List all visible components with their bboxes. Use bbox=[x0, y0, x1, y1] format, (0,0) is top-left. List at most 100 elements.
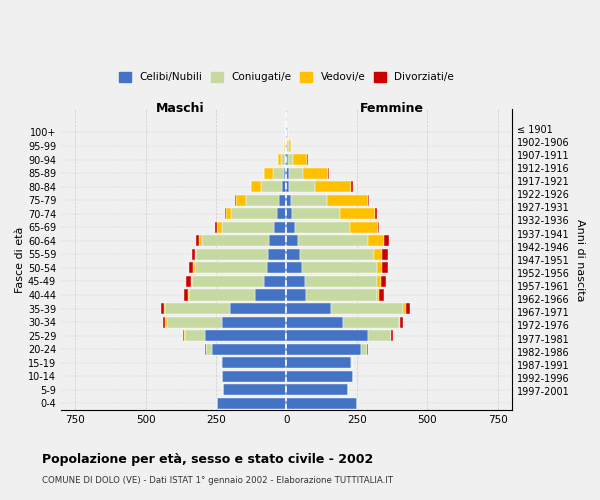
Bar bbox=[368, 236, 383, 246]
Bar bbox=[221, 357, 286, 368]
Bar bbox=[163, 316, 165, 328]
Bar bbox=[286, 168, 289, 178]
Bar bbox=[286, 154, 288, 165]
Bar bbox=[284, 168, 286, 178]
Bar bbox=[286, 236, 298, 246]
Bar bbox=[195, 249, 196, 260]
Bar bbox=[286, 398, 357, 409]
Bar bbox=[327, 194, 368, 206]
Bar bbox=[189, 290, 256, 300]
Bar bbox=[280, 194, 286, 206]
Bar bbox=[287, 140, 289, 151]
Bar bbox=[350, 222, 378, 233]
Bar bbox=[196, 236, 199, 246]
Bar bbox=[245, 194, 280, 206]
Bar bbox=[285, 154, 286, 165]
Legend: Celibi/Nubili, Coniugati/e, Vedovi/e, Divorziati/e: Celibi/Nubili, Coniugati/e, Vedovi/e, Di… bbox=[115, 68, 458, 86]
Bar bbox=[184, 330, 185, 341]
Bar bbox=[314, 181, 351, 192]
Bar bbox=[331, 303, 403, 314]
Bar bbox=[361, 344, 367, 354]
Bar bbox=[378, 222, 379, 233]
Bar bbox=[286, 222, 295, 233]
Bar bbox=[191, 276, 192, 287]
Bar bbox=[399, 316, 400, 328]
Bar bbox=[286, 276, 305, 287]
Bar bbox=[286, 194, 290, 206]
Bar bbox=[377, 262, 382, 274]
Bar bbox=[383, 236, 389, 246]
Bar bbox=[226, 208, 232, 220]
Bar bbox=[281, 154, 285, 165]
Bar bbox=[286, 384, 349, 396]
Bar bbox=[286, 370, 353, 382]
Bar bbox=[368, 194, 370, 206]
Bar bbox=[230, 303, 286, 314]
Bar bbox=[221, 370, 286, 382]
Bar bbox=[164, 303, 165, 314]
Bar bbox=[282, 181, 286, 192]
Bar bbox=[288, 154, 293, 165]
Bar bbox=[306, 290, 377, 300]
Bar bbox=[379, 290, 383, 300]
Bar bbox=[374, 249, 382, 260]
Bar bbox=[184, 290, 188, 300]
Y-axis label: Anni di nascita: Anni di nascita bbox=[575, 218, 585, 301]
Bar bbox=[286, 344, 361, 354]
Bar bbox=[167, 316, 221, 328]
Bar bbox=[295, 222, 350, 233]
Bar bbox=[305, 276, 377, 287]
Bar bbox=[400, 316, 403, 328]
Bar bbox=[406, 303, 410, 314]
Bar bbox=[403, 303, 406, 314]
Bar bbox=[221, 316, 286, 328]
Bar bbox=[285, 140, 286, 151]
Bar bbox=[236, 194, 245, 206]
Bar bbox=[298, 236, 368, 246]
Bar bbox=[375, 208, 377, 220]
Bar bbox=[290, 194, 327, 206]
Bar bbox=[205, 330, 286, 341]
Bar bbox=[286, 208, 292, 220]
Bar bbox=[274, 222, 286, 233]
Bar bbox=[261, 181, 282, 192]
Text: Femmine: Femmine bbox=[360, 102, 424, 115]
Bar bbox=[195, 262, 266, 274]
Bar bbox=[343, 316, 399, 328]
Bar bbox=[351, 181, 353, 192]
Bar bbox=[212, 344, 286, 354]
Bar bbox=[382, 262, 388, 274]
Bar bbox=[215, 222, 217, 233]
Text: Maschi: Maschi bbox=[156, 102, 205, 115]
Bar bbox=[192, 276, 264, 287]
Bar bbox=[289, 168, 302, 178]
Text: Popolazione per età, sesso e stato civile - 2002: Popolazione per età, sesso e stato civil… bbox=[42, 452, 373, 466]
Bar bbox=[264, 276, 286, 287]
Bar bbox=[196, 249, 268, 260]
Bar bbox=[286, 249, 301, 260]
Bar bbox=[302, 168, 328, 178]
Bar bbox=[301, 249, 374, 260]
Bar bbox=[223, 384, 286, 396]
Bar bbox=[202, 236, 269, 246]
Bar bbox=[265, 168, 273, 178]
Bar bbox=[289, 181, 314, 192]
Bar bbox=[192, 249, 195, 260]
Bar bbox=[193, 262, 195, 274]
Bar bbox=[302, 262, 377, 274]
Bar bbox=[165, 316, 167, 328]
Bar bbox=[377, 290, 379, 300]
Bar bbox=[183, 330, 184, 341]
Bar bbox=[221, 222, 274, 233]
Bar bbox=[286, 330, 368, 341]
Bar bbox=[292, 208, 340, 220]
Bar bbox=[286, 181, 289, 192]
Bar bbox=[256, 290, 286, 300]
Bar bbox=[381, 276, 386, 287]
Bar bbox=[273, 168, 284, 178]
Bar bbox=[293, 154, 307, 165]
Bar bbox=[232, 208, 277, 220]
Text: COMUNE DI DOLO (VE) - Dati ISTAT 1° gennaio 2002 - Elaborazione TUTTITALIA.IT: COMUNE DI DOLO (VE) - Dati ISTAT 1° genn… bbox=[42, 476, 393, 485]
Bar bbox=[277, 208, 286, 220]
Bar bbox=[286, 357, 351, 368]
